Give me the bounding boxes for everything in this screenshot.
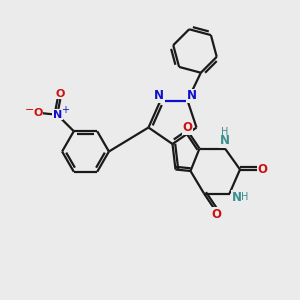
Text: H: H (242, 192, 249, 202)
Text: N: N (154, 89, 164, 103)
Text: +: + (61, 105, 69, 115)
Text: O: O (211, 208, 221, 221)
Text: H: H (221, 127, 229, 137)
Text: N: N (232, 190, 242, 204)
Text: N: N (187, 89, 197, 103)
Text: O: O (33, 108, 43, 118)
Text: N: N (220, 134, 230, 148)
Text: O: O (257, 163, 268, 176)
Text: O: O (56, 89, 65, 99)
Text: O: O (182, 121, 193, 134)
Text: −: − (25, 105, 34, 115)
Text: N: N (53, 110, 62, 120)
